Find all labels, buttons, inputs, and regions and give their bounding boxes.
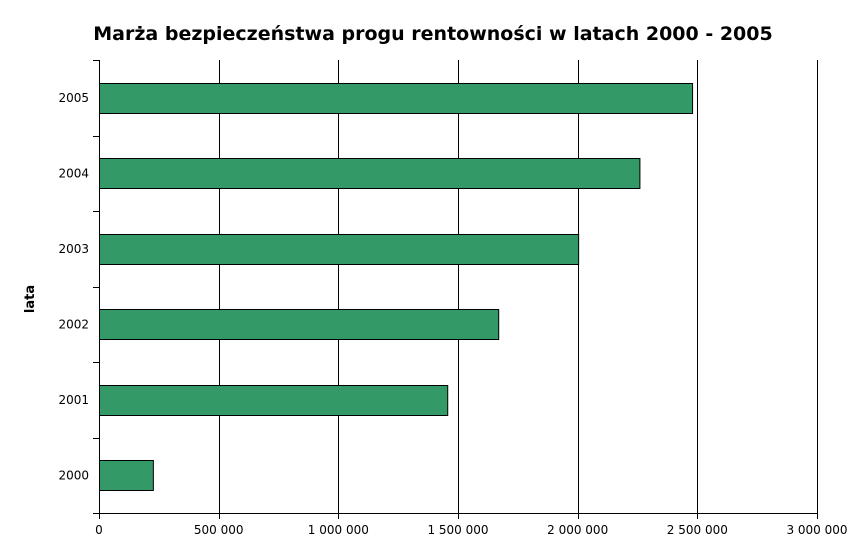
y-tick-labels: 2000 2001 2002 2003 2004 2005: [58, 91, 89, 483]
bar-2001: [99, 385, 449, 416]
x-tick-label: 0: [95, 523, 103, 537]
y-tick-label: 2002: [58, 317, 89, 331]
bar-2005: [99, 83, 694, 114]
x-tick-label: 1 500 000: [427, 523, 488, 537]
y-tick-label: 2004: [58, 166, 89, 180]
axes: [93, 60, 818, 519]
y-tick-label: 2003: [58, 242, 89, 256]
x-tick-label: 1 000 000: [308, 523, 369, 537]
bar-2004: [99, 158, 641, 189]
x-tick-label: 3 000 000: [786, 523, 847, 537]
gridlines: [219, 60, 818, 513]
chart-title: Marża bezpieczeństwa progu rentowności w…: [93, 23, 772, 45]
x-tick-label: 2 500 000: [667, 523, 728, 537]
x-tick-labels: 0 500 000 1 000 000 1 500 000 2 000 000 2 500…: [95, 523, 847, 537]
y-axis-label: lata: [23, 285, 38, 313]
bar-2003: [99, 234, 580, 265]
x-tick-label: 500 000: [194, 523, 244, 537]
bar-2002: [99, 309, 500, 340]
x-tick-label: 2 000 000: [547, 523, 608, 537]
bars: [99, 83, 694, 491]
y-tick-label: 2001: [58, 393, 89, 407]
bar-2000: [99, 460, 154, 491]
y-tick-label: 2005: [58, 91, 89, 105]
y-tick-label: 2000: [58, 468, 89, 482]
